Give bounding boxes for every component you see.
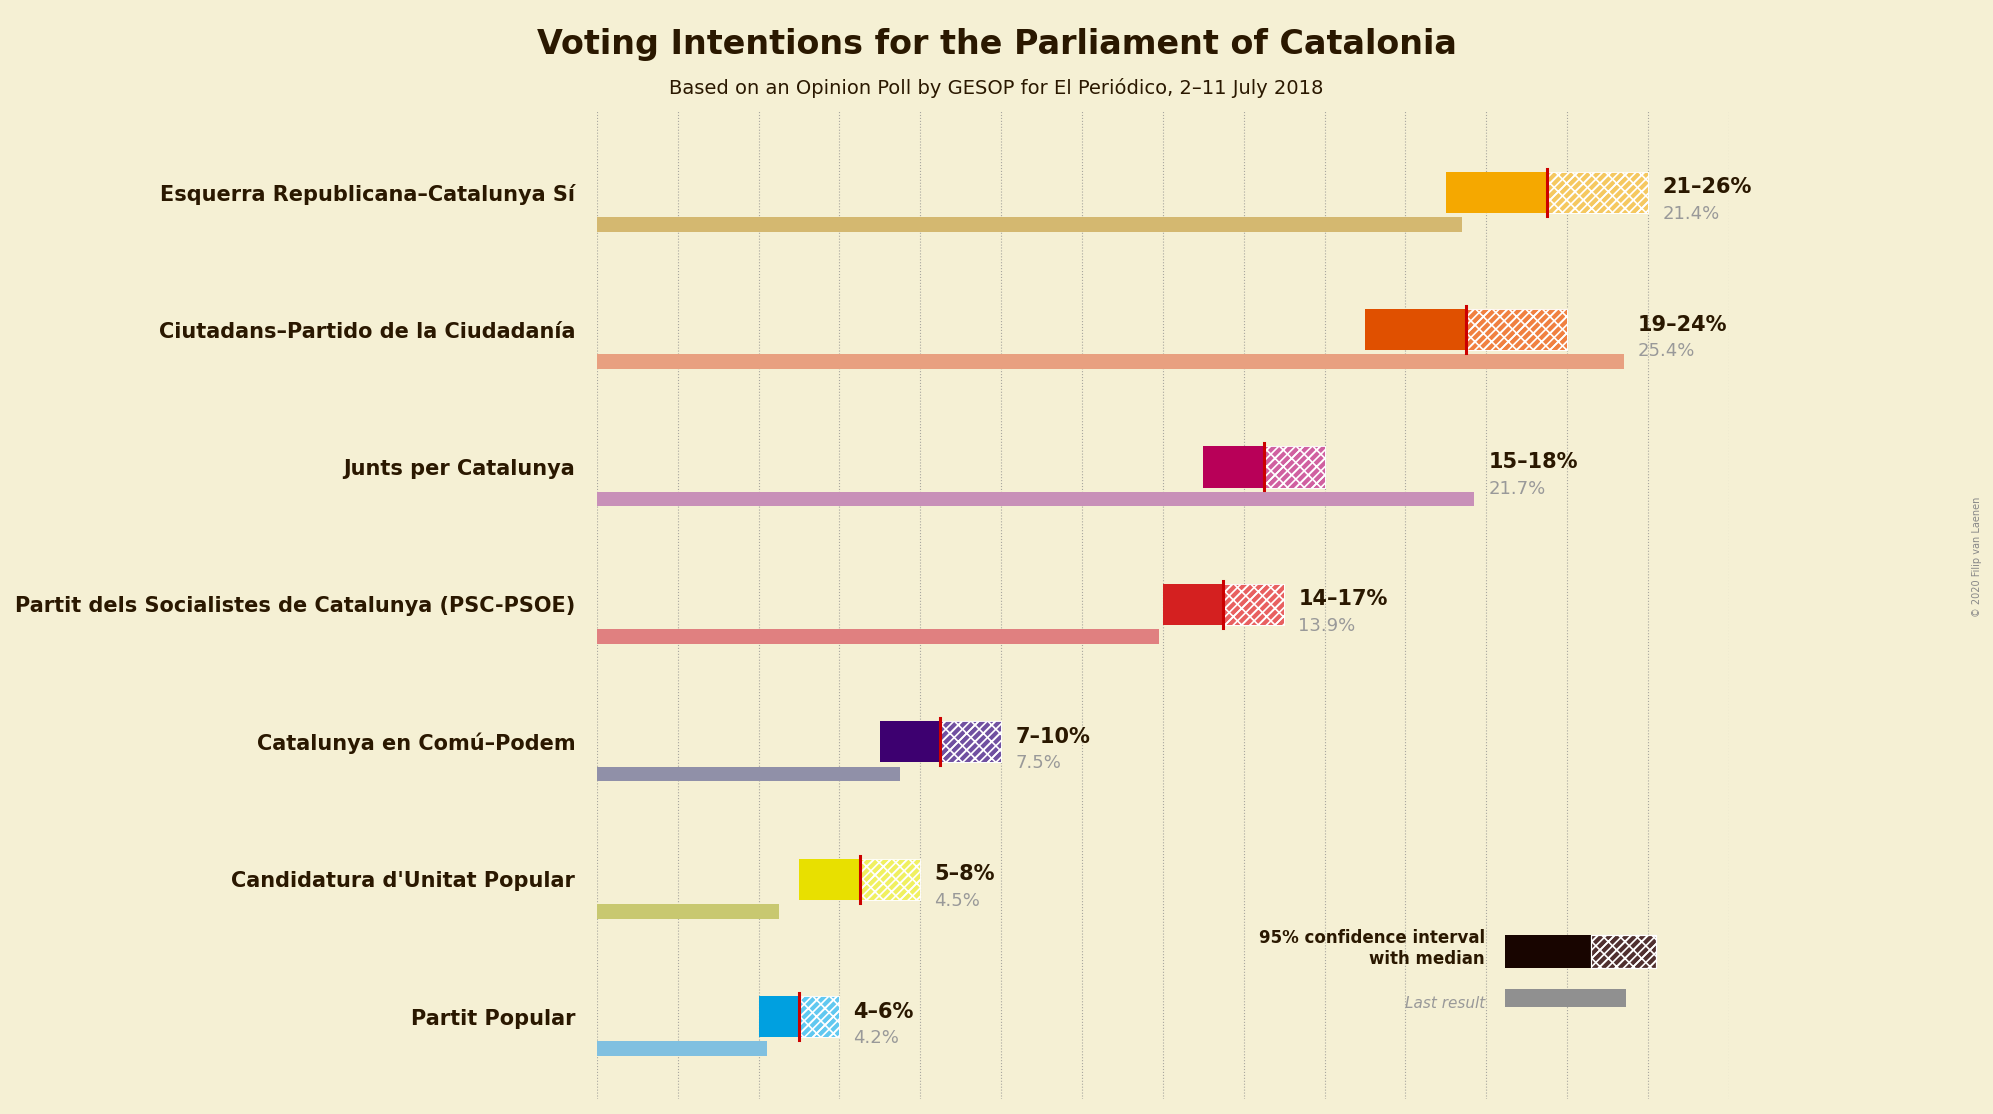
- Bar: [1590, 935, 1656, 968]
- Bar: [596, 354, 1624, 369]
- Bar: [1467, 309, 1566, 350]
- Bar: [799, 996, 839, 1037]
- Bar: [1590, 935, 1656, 968]
- Text: 25.4%: 25.4%: [1638, 342, 1696, 360]
- Text: 95% confidence interval
with median: 95% confidence interval with median: [1260, 929, 1485, 968]
- Bar: [879, 721, 1000, 762]
- Text: 13.9%: 13.9%: [1297, 617, 1355, 635]
- Text: 5–8%: 5–8%: [935, 864, 995, 885]
- Bar: [859, 859, 921, 900]
- Text: 7–10%: 7–10%: [1014, 726, 1090, 746]
- Bar: [1365, 309, 1566, 350]
- Bar: [596, 1042, 767, 1056]
- Bar: [596, 766, 901, 781]
- Bar: [1224, 584, 1283, 625]
- Bar: [1467, 309, 1566, 350]
- Bar: [1590, 935, 1656, 968]
- Bar: [1162, 584, 1283, 625]
- Text: Based on an Opinion Poll by GESOP for El Periódico, 2–11 July 2018: Based on an Opinion Poll by GESOP for El…: [670, 78, 1323, 98]
- Bar: [941, 721, 1000, 762]
- Bar: [759, 996, 839, 1037]
- Bar: [1547, 172, 1648, 213]
- Bar: [799, 996, 839, 1037]
- Bar: [941, 721, 1000, 762]
- Bar: [1445, 172, 1648, 213]
- Bar: [799, 859, 921, 900]
- Bar: [1224, 584, 1283, 625]
- Bar: [799, 996, 839, 1037]
- Text: 21.7%: 21.7%: [1489, 479, 1545, 498]
- Bar: [1264, 447, 1325, 488]
- Text: 15–18%: 15–18%: [1489, 452, 1578, 472]
- Text: 4.2%: 4.2%: [853, 1029, 899, 1047]
- Bar: [859, 859, 921, 900]
- Bar: [596, 629, 1158, 644]
- Text: Last result: Last result: [1405, 996, 1485, 1012]
- Bar: [1204, 447, 1325, 488]
- Text: 21.4%: 21.4%: [1662, 205, 1720, 223]
- Text: Voting Intentions for the Parliament of Catalonia: Voting Intentions for the Parliament of …: [536, 28, 1457, 61]
- Text: 7.5%: 7.5%: [1014, 754, 1060, 772]
- Bar: [1264, 447, 1325, 488]
- Bar: [596, 217, 1463, 232]
- Bar: [859, 859, 921, 900]
- Bar: [596, 903, 779, 919]
- Bar: [1505, 989, 1626, 1007]
- Text: 19–24%: 19–24%: [1638, 314, 1728, 334]
- Bar: [941, 721, 1000, 762]
- Bar: [1505, 935, 1656, 968]
- Bar: [1264, 447, 1325, 488]
- Text: 4.5%: 4.5%: [935, 891, 981, 910]
- Bar: [1467, 309, 1566, 350]
- Bar: [1547, 172, 1648, 213]
- Text: © 2020 Filip van Laenen: © 2020 Filip van Laenen: [1971, 497, 1983, 617]
- Bar: [1224, 584, 1283, 625]
- Text: 14–17%: 14–17%: [1297, 589, 1387, 609]
- Bar: [1547, 172, 1648, 213]
- Text: 21–26%: 21–26%: [1662, 177, 1752, 197]
- Text: 4–6%: 4–6%: [853, 1001, 915, 1022]
- Bar: [596, 491, 1475, 507]
